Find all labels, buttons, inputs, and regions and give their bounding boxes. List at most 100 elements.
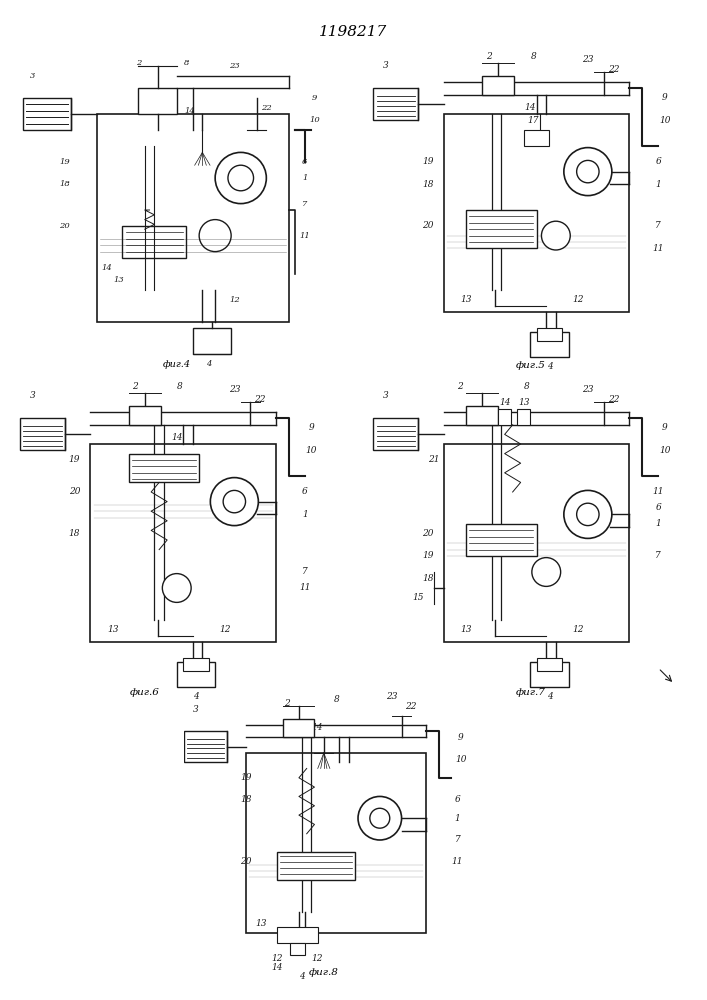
Bar [139,88,177,114]
Text: 2: 2 [132,382,138,391]
Text: 19: 19 [59,158,70,166]
Circle shape [532,558,561,586]
Text: 22: 22 [261,104,271,112]
Text: 10: 10 [455,755,467,764]
Text: 12: 12 [229,296,240,304]
Bar [444,114,629,312]
Text: 6: 6 [655,157,661,166]
Text: 7: 7 [655,222,661,231]
Circle shape [199,220,231,252]
Text: 14: 14 [271,963,283,972]
Text: 1: 1 [655,180,661,189]
Circle shape [163,574,191,602]
Circle shape [228,165,254,191]
Text: 1198217: 1198217 [320,25,387,39]
Text: 1: 1 [455,814,460,823]
Text: 10: 10 [309,116,320,124]
Text: фиг.6: фиг.6 [130,688,160,697]
Text: 18: 18 [422,574,433,583]
Bar [373,418,419,450]
Bar [184,731,228,762]
Text: 18: 18 [69,529,80,538]
Circle shape [577,503,599,526]
Text: 17: 17 [527,116,539,125]
Text: 4: 4 [547,692,552,701]
Text: 8: 8 [184,59,189,67]
Text: 14: 14 [525,103,536,112]
Text: 13: 13 [460,625,472,634]
Bar [277,927,317,943]
Bar [530,662,568,687]
Text: 12: 12 [573,295,584,304]
Text: 11: 11 [653,244,664,253]
Text: 23: 23 [582,55,594,64]
Text: 3: 3 [30,391,35,400]
Circle shape [215,152,267,204]
Circle shape [370,808,390,828]
Text: 14: 14 [499,398,510,407]
Text: 13: 13 [460,295,472,304]
Text: 20: 20 [422,529,433,538]
Text: 2: 2 [486,52,491,61]
Bar [482,76,514,95]
Text: 20: 20 [422,222,433,231]
Text: 20: 20 [69,488,80,496]
Text: 3: 3 [194,705,199,714]
Text: 9: 9 [662,94,667,103]
Text: 6: 6 [655,504,661,512]
Circle shape [577,160,599,183]
Text: 6: 6 [302,158,308,166]
Bar [277,852,355,880]
Circle shape [564,148,612,196]
Bar [183,658,209,671]
Text: 1: 1 [302,510,308,519]
Circle shape [542,221,571,250]
Bar [193,328,231,354]
Text: 23: 23 [229,62,240,70]
Text: 11: 11 [299,232,310,240]
Text: 13: 13 [518,398,530,407]
Text: 21: 21 [428,456,440,464]
Text: 22: 22 [255,395,266,404]
Text: 23: 23 [387,692,398,701]
Text: 18: 18 [59,180,70,188]
Bar [498,409,511,425]
Text: 12: 12 [312,954,323,963]
Text: фиг.4: фиг.4 [163,360,191,369]
Text: 15: 15 [412,593,424,602]
Text: 3: 3 [383,391,389,400]
Text: 10: 10 [659,446,670,455]
Text: 22: 22 [608,395,619,404]
Text: 10: 10 [659,116,670,125]
Bar [23,98,71,130]
Text: 11: 11 [653,488,664,496]
Text: 7: 7 [302,200,308,208]
Text: 12: 12 [219,625,230,634]
Text: 9: 9 [458,733,464,742]
Text: 2: 2 [457,382,462,391]
Text: 7: 7 [302,568,308,576]
Text: 11: 11 [452,857,463,866]
Text: 14: 14 [312,724,323,732]
Circle shape [211,478,258,526]
Text: 12: 12 [271,954,283,963]
Text: 9: 9 [308,424,314,432]
Text: 7: 7 [455,836,460,844]
Bar [466,524,537,556]
Bar [97,114,288,322]
Bar [129,454,199,482]
Bar [518,409,530,425]
Bar [537,328,562,341]
Text: 23: 23 [228,385,240,394]
Text: 8: 8 [530,52,537,61]
Text: 20: 20 [59,222,70,230]
Text: 6: 6 [455,795,460,804]
Text: 4: 4 [193,692,199,701]
Text: 6: 6 [302,488,308,496]
Bar [373,88,419,120]
Text: 2: 2 [284,699,289,708]
Text: фиг.5: фиг.5 [515,361,545,370]
Text: 13: 13 [114,276,124,284]
Text: 9: 9 [662,424,667,432]
Text: 22: 22 [608,65,619,74]
